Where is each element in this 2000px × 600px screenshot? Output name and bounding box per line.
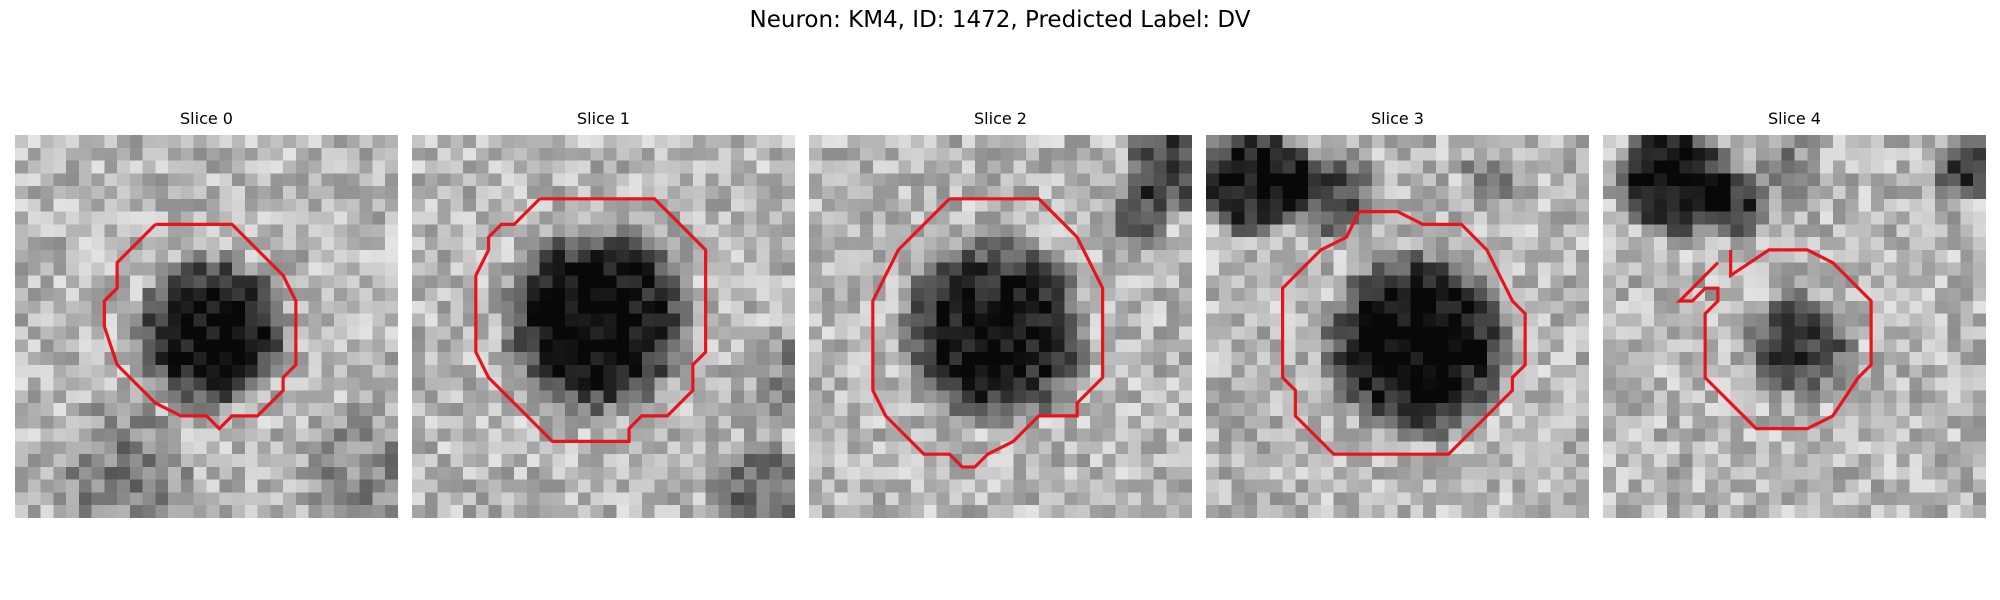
slice-image-area (809, 135, 1192, 518)
slice-title: Slice 2 (974, 109, 1027, 128)
microscopy-slice-image (1603, 135, 1986, 518)
slice-panel-0: Slice 0 (15, 108, 398, 518)
segmentation-contour (1281, 210, 1527, 456)
slice-title: Slice 0 (180, 109, 233, 128)
segmentation-overlay (474, 197, 708, 443)
segmentation-overlay (1281, 210, 1527, 456)
figure-title: Neuron: KM4, ID: 1472, Predicted Label: … (749, 7, 1251, 33)
slice-panel-2: Slice 2 (809, 108, 1192, 518)
segmentation-contour (474, 197, 708, 443)
segmentation-contour (1675, 248, 1873, 431)
slice-panel-3: Slice 3 (1206, 108, 1589, 518)
microscopy-slice-image (15, 135, 398, 518)
slice-title: Slice 4 (1768, 109, 1821, 128)
slice-panel-4: Slice 4 (1603, 108, 1986, 518)
segmentation-overlay (102, 222, 298, 431)
slice-title: Slice 3 (1371, 109, 1424, 128)
slice-image-area (1206, 135, 1589, 518)
segmentation-contour (102, 222, 298, 431)
segmentation-overlay (1675, 248, 1873, 431)
slice-image-area (1603, 135, 1986, 518)
segmentation-overlay (871, 197, 1105, 469)
slice-image-area (412, 135, 795, 518)
segmentation-contour (871, 197, 1105, 469)
slice-title: Slice 1 (577, 109, 630, 128)
slice-image-area (15, 135, 398, 518)
slice-panel-1: Slice 1 (412, 108, 795, 518)
